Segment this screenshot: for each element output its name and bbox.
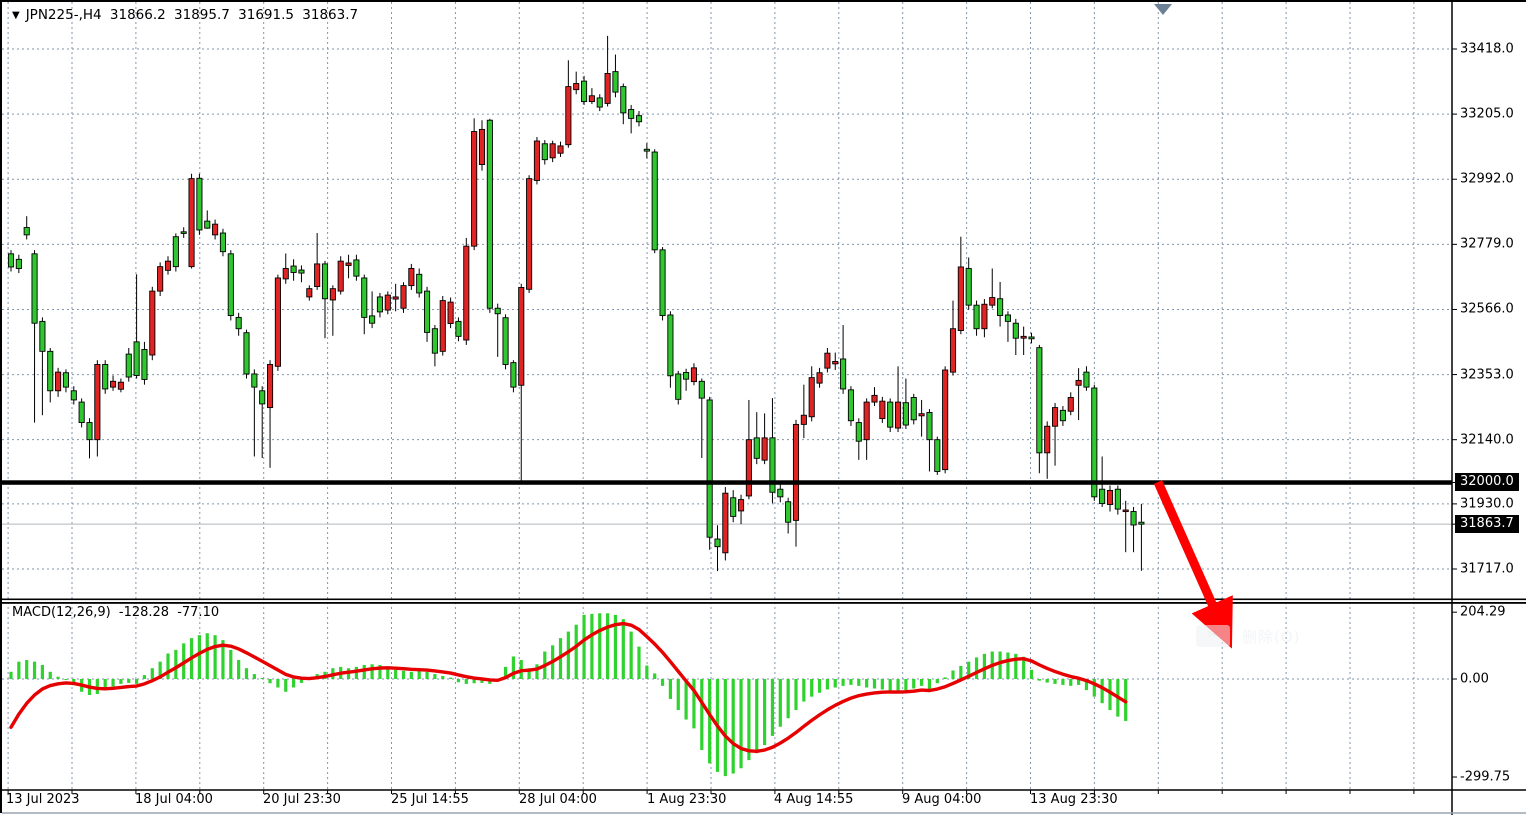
- price-axis-label: 32140.0: [1460, 432, 1514, 448]
- price-axis-label: 32779.0: [1460, 236, 1514, 252]
- macd-axis-label: 204.29: [1460, 604, 1506, 620]
- price-axis-label: 31717.0: [1460, 561, 1514, 577]
- time-axis-label: 13 Jul 2023: [6, 792, 80, 807]
- time-axis-label: 18 Jul 04:00: [135, 792, 213, 807]
- quote-open: 31866.2: [109, 7, 166, 23]
- macd-name: MACD(12,26,9): [12, 605, 111, 620]
- time-axis-label: 25 Jul 14:55: [391, 792, 469, 807]
- price-axis-label-highlighted: 31863.7: [1455, 515, 1519, 534]
- quote-low: 31691.5: [238, 7, 294, 23]
- macd-main-value: -128.28: [118, 605, 170, 620]
- time-axis-label: 13 Aug 23:30: [1030, 792, 1118, 807]
- macd-axis-label: -299.75: [1460, 769, 1511, 785]
- price-axis-label: 32566.0: [1460, 301, 1514, 317]
- price-axis-label: 33418.0: [1460, 41, 1514, 57]
- price-axis-label: 32353.0: [1460, 367, 1514, 383]
- watermark: ✂ 删除(O): [1194, 623, 1324, 649]
- time-axis-label: 20 Jul 23:30: [263, 792, 341, 807]
- time-axis-label: 1 Aug 23:30: [647, 792, 727, 807]
- chart-title: ▼ JPN225-,H4 31866.2 31895.7 31691.5 3186…: [12, 7, 362, 23]
- price-axis-label: 33205.0: [1460, 106, 1514, 122]
- symbol-period-label: JPN225-,H4: [25, 7, 102, 23]
- macd-signal-value: -77.10: [177, 605, 220, 620]
- quote-high: 31895.7: [174, 7, 230, 23]
- macd-axis-label: 0.00: [1460, 671, 1489, 687]
- macd-indicator-label: MACD(12,26,9) -128.28 -77.10: [12, 605, 223, 620]
- quote-close: 31863.7: [302, 7, 359, 23]
- price-axis-label-highlighted: 32000.0: [1455, 473, 1519, 492]
- watermark-icon: ✂: [1196, 625, 1230, 647]
- time-axis-label: 28 Jul 04:00: [519, 792, 597, 807]
- time-axis-label: 9 Aug 04:00: [902, 792, 982, 807]
- watermark-label: 删除(O): [1242, 628, 1301, 646]
- price-axis-label: 31930.0: [1460, 496, 1514, 512]
- symbol-dropdown-icon[interactable]: ▼: [12, 10, 20, 21]
- time-axis-label: 4 Aug 14:55: [774, 792, 854, 807]
- price-axis-label: 32992.0: [1460, 171, 1514, 187]
